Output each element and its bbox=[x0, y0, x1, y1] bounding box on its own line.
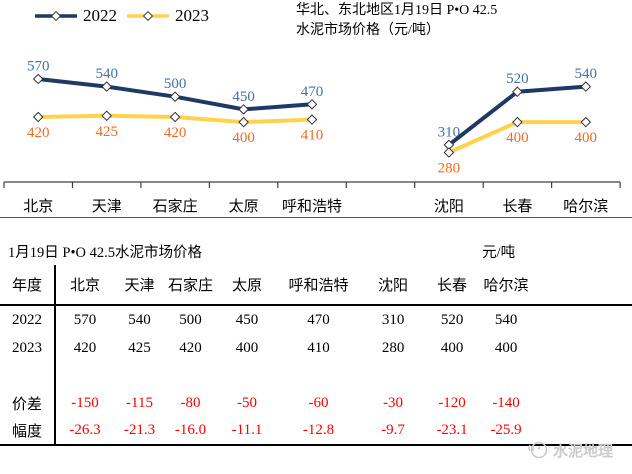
chart-legend: 2022 2023 bbox=[34, 6, 209, 26]
data-label: 280 bbox=[438, 161, 461, 177]
table-col-header: 北京 bbox=[55, 265, 114, 306]
x-axis-label: 石家庄 bbox=[153, 197, 198, 215]
table-cell: -26.3 bbox=[69, 422, 101, 438]
data-label: 470 bbox=[301, 84, 324, 100]
watermark-logo-icon bbox=[528, 441, 548, 459]
table-cell: 280 bbox=[381, 339, 405, 356]
table-cell: -115 bbox=[126, 395, 153, 411]
data-label: 420 bbox=[27, 125, 50, 141]
table-cell: 420 bbox=[73, 339, 97, 356]
table-col-header: 呼和浩特 bbox=[278, 265, 360, 306]
legend-item-2022[interactable]: 2022 bbox=[34, 6, 117, 26]
table-cell: -9.7 bbox=[381, 422, 405, 438]
table-cell: -80 bbox=[180, 395, 201, 411]
table-col-header: 天津 bbox=[114, 265, 165, 306]
table-cell: -60 bbox=[308, 395, 329, 411]
table-unit-label: 元/吨 bbox=[482, 245, 516, 261]
data-label: 400 bbox=[232, 130, 255, 146]
table-cell: -23.1 bbox=[436, 422, 468, 438]
table-col-header: 哈尔滨 bbox=[477, 265, 536, 306]
row-label: 2022 bbox=[0, 305, 56, 334]
table-row-2023: 2023 420 425 420 400 410 280 400 400 bbox=[0, 334, 632, 362]
chart-title: 华北、东北地区1月19日 P•O 42.5 水泥市场价格（元/吨） bbox=[296, 1, 497, 41]
table-cell: -25.9 bbox=[490, 422, 522, 438]
table-row-价差: 价差 -150 -115 -80 -50 -60 -30 -120 -140 bbox=[0, 390, 632, 417]
col-header-year: 年度 bbox=[0, 265, 56, 306]
table-cell: 520 bbox=[440, 311, 464, 328]
table-cell: 540 bbox=[494, 311, 518, 328]
data-label: 420 bbox=[164, 125, 187, 141]
legend-label: 2023 bbox=[175, 6, 209, 25]
data-label: 400 bbox=[506, 130, 529, 146]
table-cell: 425 bbox=[128, 339, 151, 356]
table-cell: 540 bbox=[128, 311, 151, 328]
table-col-header: 长春 bbox=[427, 265, 478, 306]
data-label: 310 bbox=[438, 124, 461, 140]
x-axis-label: 太原 bbox=[229, 198, 259, 215]
chart-title-line2: 水泥市场价格（元/吨） bbox=[296, 23, 440, 38]
table-col-header: 石家庄 bbox=[165, 265, 216, 306]
table-cell: 400 bbox=[494, 339, 518, 356]
table-header-row: 年度 北京 天津 石家庄 太原 呼和浩特 沈阳 长春 哈尔滨 bbox=[0, 265, 632, 306]
table-cell: 420 bbox=[179, 339, 202, 356]
row-label: 2023 bbox=[0, 334, 56, 362]
table-title-row: 1月19日 P•O 42.5水泥市场价格 元/吨 bbox=[0, 218, 632, 266]
data-label: 425 bbox=[95, 124, 118, 140]
table-col-header: 沈阳 bbox=[359, 265, 428, 306]
chart-title-line1: 华北、东北地区1月19日 P•O 42.5 bbox=[296, 3, 498, 18]
table-cell: 410 bbox=[307, 339, 330, 356]
table-spacer-row bbox=[0, 362, 632, 390]
table-cell: -50 bbox=[237, 395, 257, 411]
legend-label: 2022 bbox=[83, 6, 117, 25]
x-axis-label: 沈阳 bbox=[434, 198, 464, 215]
table-cell: -16.0 bbox=[174, 422, 207, 438]
table-cell: -120 bbox=[438, 395, 466, 411]
legend-line-marker-icon bbox=[127, 10, 169, 22]
line-chart-canvas: 北京 天津 石家庄 太原 呼和浩特 沈阳 长春 哈尔滨 570 540 500 450 470 310 52… bbox=[3, 59, 621, 215]
table-cell: -30 bbox=[383, 395, 404, 411]
x-axis-label: 长春 bbox=[502, 198, 532, 215]
table-cell: 500 bbox=[179, 311, 202, 328]
table-cell: 400 bbox=[440, 339, 464, 356]
data-label: 570 bbox=[27, 59, 50, 75]
table-cell: -150 bbox=[71, 395, 99, 411]
table-row-2022: 2022 570 540 500 450 470 310 520 540 bbox=[0, 305, 632, 334]
table-row-幅度: 幅度 -26.3 -21.3 -16.0 -11.1 -12.8 -9.7 -23.1 -25.… bbox=[0, 417, 632, 445]
x-axis-label: 哈尔滨 bbox=[563, 198, 608, 215]
table-cell: 570 bbox=[73, 311, 97, 328]
table-filler-cell bbox=[535, 265, 632, 306]
data-label: 400 bbox=[575, 130, 598, 146]
table-cell: 310 bbox=[381, 311, 405, 328]
x-axis-label: 呼和浩特 bbox=[282, 198, 342, 215]
data-label: 540 bbox=[575, 66, 598, 82]
table-cell: -12.8 bbox=[302, 422, 335, 438]
legend-line-marker-icon bbox=[35, 10, 77, 22]
x-axis-label: 北京 bbox=[23, 198, 53, 215]
x-axis-label: 天津 bbox=[92, 198, 122, 215]
table-filler-cell bbox=[535, 390, 632, 417]
data-label: 410 bbox=[301, 128, 324, 144]
data-label: 520 bbox=[506, 71, 529, 87]
data-label: 500 bbox=[164, 76, 187, 92]
table-cell: -140 bbox=[492, 395, 520, 411]
data-label: 540 bbox=[95, 66, 118, 82]
table-col-header: 太原 bbox=[216, 265, 278, 306]
watermark-text: 水泥地理 bbox=[552, 443, 613, 460]
table-cell: 450 bbox=[235, 311, 259, 328]
watermark: 水泥地理 bbox=[527, 439, 613, 461]
table-filler-cell bbox=[535, 305, 632, 334]
legend-item-2023[interactable]: 2023 bbox=[126, 6, 209, 26]
table-cell: -21.3 bbox=[123, 422, 156, 438]
table-cell: -11.1 bbox=[231, 422, 263, 438]
price-table: 1月19日 P•O 42.5水泥市场价格 元/吨 年度 北京 天津 石家庄 太原 呼和浩… bbox=[0, 217, 632, 446]
table-filler-cell bbox=[535, 334, 632, 362]
row-label: 价差 bbox=[0, 390, 56, 417]
row-label: 幅度 bbox=[0, 417, 56, 445]
table-cell: 470 bbox=[307, 311, 330, 328]
table-cell: 400 bbox=[235, 339, 259, 356]
table-title: 1月19日 P•O 42.5水泥市场价格 bbox=[8, 245, 202, 261]
data-label: 450 bbox=[232, 89, 255, 105]
